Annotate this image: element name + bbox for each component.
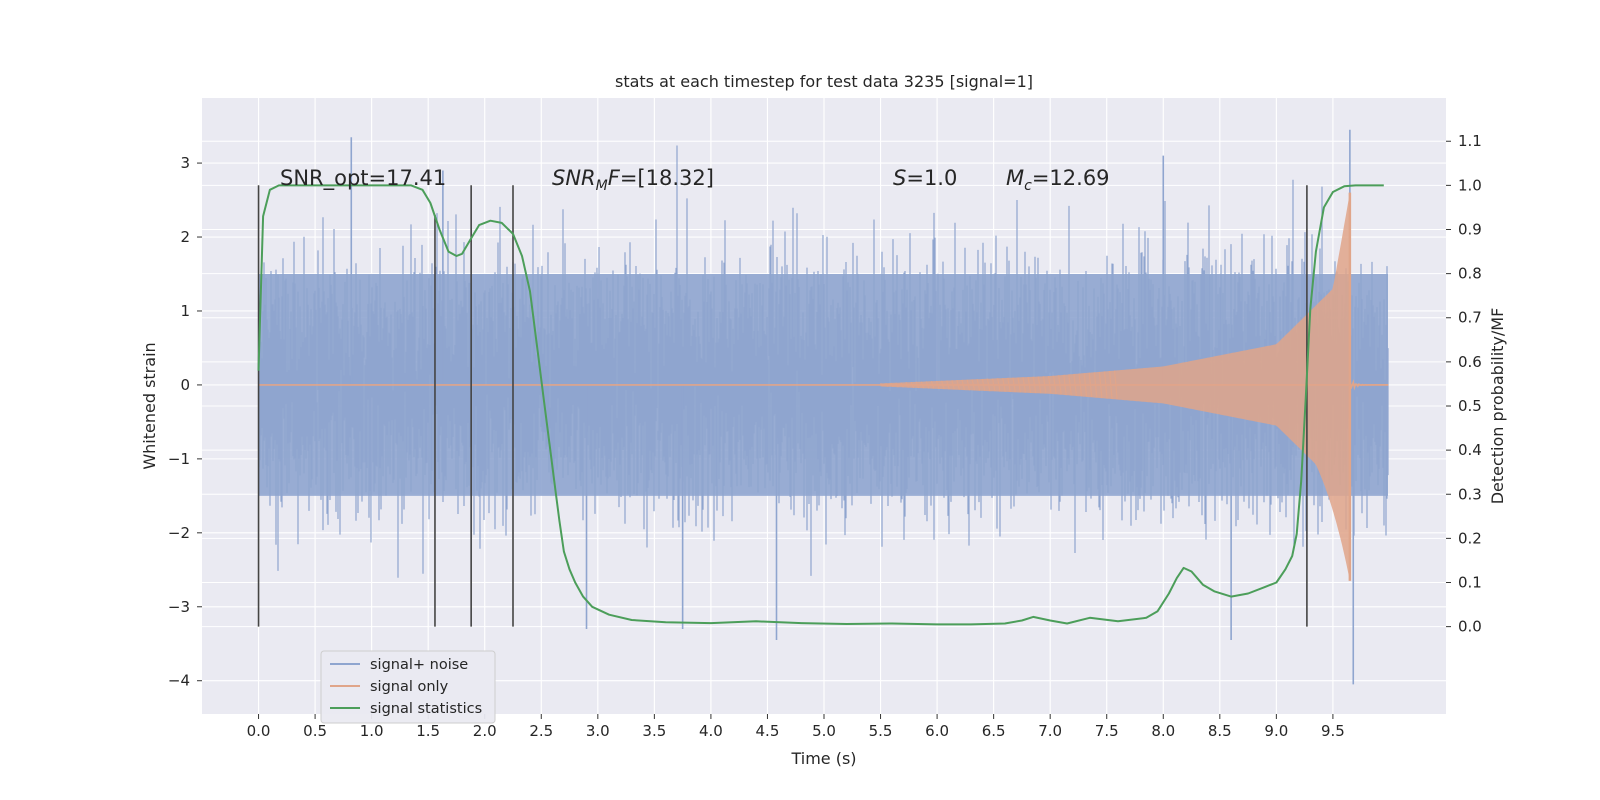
y2-tick-label: 0.8	[1458, 265, 1482, 283]
y-tick-label: 0	[180, 376, 190, 394]
legend-label-stats: signal statistics	[370, 701, 482, 717]
annotation-snr-opt: SNR_opt=17.41	[280, 166, 446, 191]
y2-tick-label: 1.1	[1458, 132, 1482, 150]
y-axis-label: Whitened strain	[140, 342, 159, 469]
x-tick-label: 0.5	[303, 722, 327, 740]
x-tick-label: 7.5	[1095, 722, 1119, 740]
x-tick-label: 3.0	[586, 722, 610, 740]
y-tick-label: −1	[168, 450, 190, 468]
legend-label-signal: signal only	[370, 679, 449, 695]
x-tick-label: 5.0	[812, 722, 836, 740]
y-tick-labels: 3 2 1 0 −1 −2 −3 −4	[168, 154, 202, 690]
signal-envelope	[880, 192, 1350, 581]
x-axis-label: Time (s)	[790, 749, 856, 768]
x-tick-label: 9.5	[1321, 722, 1345, 740]
signal-only-series	[258, 192, 1389, 581]
y-tick-label: 1	[180, 302, 190, 320]
x-tick-label: 8.5	[1208, 722, 1232, 740]
annotation-mc-value: Mc=12.69	[1006, 166, 1110, 194]
x-tick-label: 6.5	[982, 722, 1006, 740]
y-tick-label: −3	[168, 598, 190, 616]
x-tick-label: 1.0	[360, 722, 384, 740]
x-tick-label: 1.5	[416, 722, 440, 740]
y2-tick-label: 0.1	[1458, 574, 1482, 592]
signal-ringdown	[1349, 377, 1389, 391]
legend-label-noise: signal+ noise	[370, 657, 468, 673]
signal-statistics-series	[257, 184, 1384, 626]
x-tick-label: 8.0	[1151, 722, 1175, 740]
y-tick-label: 3	[180, 154, 190, 172]
y2-tick-label: 0.0	[1458, 618, 1482, 636]
y2-tick-label: 0.5	[1458, 397, 1482, 415]
x-tick-label: 4.5	[756, 722, 780, 740]
signal-oscillation	[880, 370, 1118, 400]
chart-title: stats at each timestep for test data 323…	[615, 72, 1033, 91]
y2-tick-label: 0.3	[1458, 485, 1482, 503]
y2-tick-label: 0.7	[1458, 309, 1482, 327]
y2-tick-label: 0.2	[1458, 529, 1482, 547]
y2-axis-label: Detection probability/MF	[1488, 308, 1507, 505]
x-tick-label: 7.0	[1038, 722, 1062, 740]
x-tick-label: 5.5	[869, 722, 893, 740]
x-tick-label: 4.0	[699, 722, 723, 740]
y2-tick-label: 0.9	[1458, 220, 1482, 238]
annotation-snr-mf: SNRMF=[18.32]	[552, 166, 714, 194]
y-tick-label: −2	[168, 524, 190, 542]
x-tick-label: 3.5	[642, 722, 666, 740]
y2-tick-label: 1.0	[1458, 176, 1482, 194]
x-tick-label: 9.0	[1264, 722, 1288, 740]
y-tick-label: −4	[168, 672, 190, 690]
x-tick-label: 2.0	[473, 722, 497, 740]
x-tick-labels: 0.0 0.5 1.0 1.5 2.0 2.5 3.0 3.5 4.0 4.5 5.0 5.5 6.0 6…	[247, 714, 1345, 740]
annotation-s-value: S=1.0	[893, 166, 957, 190]
x-tick-label: 0.0	[247, 722, 271, 740]
x-tick-label: 6.0	[925, 722, 949, 740]
legend: signal+ noise signal only signal statist…	[320, 650, 496, 724]
y2-tick-label: 0.6	[1458, 353, 1482, 371]
vertical-markers	[257, 185, 1308, 627]
y-tick-label: 2	[180, 228, 190, 246]
x-tick-label: 2.5	[529, 722, 553, 740]
statistics-line	[257, 184, 1384, 626]
y2-tick-label: 0.4	[1458, 441, 1482, 459]
y2-tick-labels: 1.1 1.0 0.9 0.8 0.7 0.6 0.5 0.4 0.3 0.2 0.1 0.0	[1446, 132, 1482, 636]
legend-box	[320, 650, 496, 724]
